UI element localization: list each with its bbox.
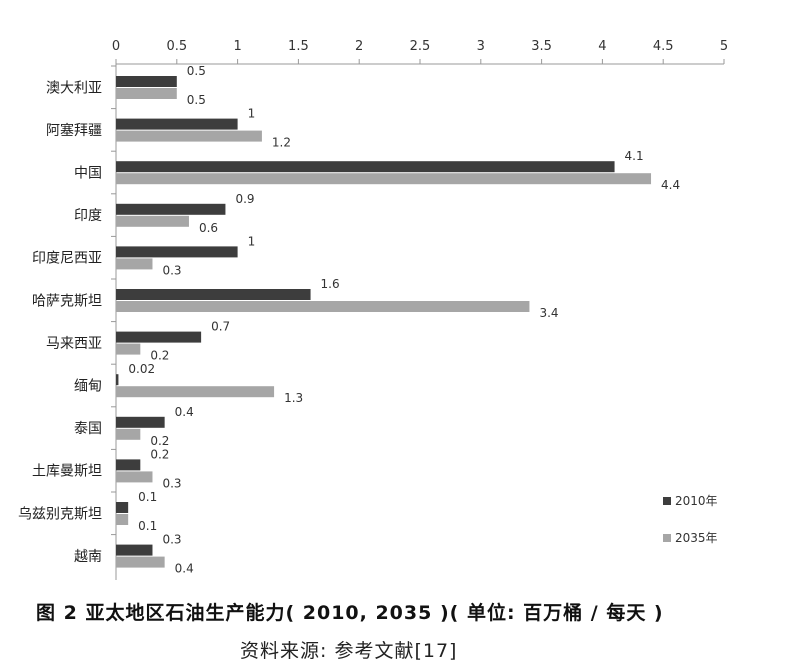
category-label: 阿塞拜疆 [46, 122, 102, 139]
source-note: 资料来源: 参考文献[17] [240, 640, 458, 662]
bar-series1 [116, 118, 238, 130]
category-label: 哈萨克斯坦 [32, 293, 102, 309]
data-label: 0.3 [162, 533, 181, 547]
bar-series2 [116, 514, 129, 525]
legend-swatch [663, 534, 671, 542]
data-label: 3.4 [539, 306, 558, 320]
category-label: 中国 [74, 166, 102, 182]
data-label: 0.4 [175, 562, 194, 576]
bar-series1 [116, 76, 177, 87]
bar-series1 [116, 374, 119, 386]
bar-series2 [116, 88, 177, 99]
bar-series1 [116, 544, 153, 556]
bar-series2 [116, 130, 262, 142]
data-label: 0.4 [175, 405, 194, 419]
data-label: 0.6 [199, 221, 218, 235]
x-tick-label: 2 [355, 39, 363, 54]
data-label: 0.7 [211, 320, 230, 334]
x-tick-label: 3 [477, 39, 485, 54]
bar-series2 [116, 471, 153, 483]
bar-series1 [116, 246, 238, 258]
x-tick-label: 0 [112, 39, 120, 54]
category-label: 马来西亚 [46, 336, 102, 352]
x-tick-label: 1.5 [288, 39, 309, 54]
data-label: 0.9 [235, 192, 254, 206]
data-label: 1.2 [272, 136, 291, 150]
data-label: 0.1 [138, 490, 157, 504]
bar-series2 [116, 386, 275, 398]
bar-series1 [116, 161, 615, 173]
bar-chart: 0 0.5 1 1.5 2 2.5 3 3.5 4 4.5 5 澳大利亚阿塞拜疆中国印度印度尼西亚哈萨… [18, 39, 728, 580]
bar-series2 [116, 173, 652, 185]
x-tick-label: 4.5 [653, 39, 674, 54]
data-label: 0.3 [162, 476, 181, 490]
data-label: 0.5 [187, 64, 206, 78]
legend-label: 2010年 [675, 494, 718, 508]
x-tick-label: 0.5 [166, 39, 187, 54]
data-label: 0.2 [150, 349, 169, 363]
bar-series2 [116, 343, 141, 355]
x-tick-label: 3.5 [531, 39, 552, 54]
category-label: 缅甸 [74, 379, 102, 395]
figure-caption: 图 2 亚太地区石油生产能力( 2010, 2035 )( 单位: 百万桶 / … [36, 602, 664, 624]
category-label: 乌兹别克斯坦 [18, 506, 102, 522]
data-label: 0.5 [187, 93, 206, 107]
category-label: 泰国 [74, 421, 102, 437]
bar-series2 [116, 428, 141, 440]
x-tick-label: 2.5 [410, 39, 431, 54]
data-label: 4.1 [625, 149, 644, 163]
data-label: 1.3 [284, 391, 303, 405]
data-label: 0.2 [150, 447, 169, 461]
category-label: 印度尼西亚 [32, 251, 102, 267]
bar-series1 [116, 416, 165, 428]
data-label: 0.1 [138, 519, 157, 533]
legend-swatch [663, 497, 671, 505]
bar-series2 [116, 258, 153, 270]
data-label: 1.6 [321, 277, 340, 291]
bar-series1 [116, 203, 226, 215]
category-label: 越南 [74, 549, 102, 565]
data-label: 1 [248, 234, 256, 248]
data-label: 4.4 [661, 178, 680, 192]
bar-series1 [116, 331, 202, 343]
x-tick-label: 1 [233, 39, 241, 54]
data-label: 0.02 [128, 362, 155, 376]
legend-label: 2035年 [675, 531, 718, 545]
data-label: 0.2 [150, 434, 169, 448]
category-label: 土库曼斯坦 [32, 464, 102, 480]
data-label: 1 [248, 107, 256, 121]
bar-series2 [116, 556, 165, 568]
bar-series1 [116, 459, 141, 471]
category-label: 印度 [74, 208, 102, 224]
bar-series1 [116, 502, 129, 513]
x-tick-label: 4 [598, 39, 606, 54]
x-tick-label: 5 [720, 39, 728, 54]
bar-series2 [116, 215, 189, 227]
bar-series1 [116, 289, 311, 300]
category-label: 澳大利亚 [46, 80, 102, 96]
bar-series2 [116, 301, 530, 312]
data-label: 0.3 [162, 263, 181, 277]
